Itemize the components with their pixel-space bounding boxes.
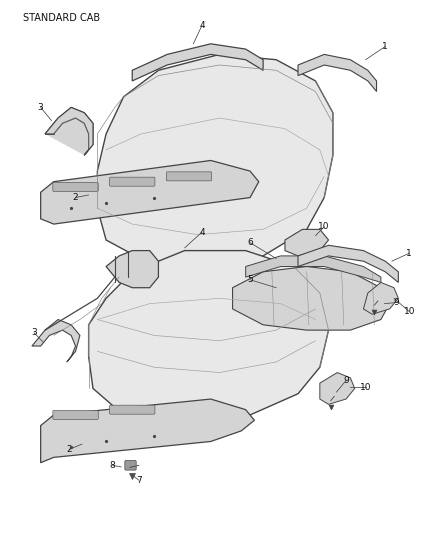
FancyBboxPatch shape bbox=[124, 461, 136, 470]
Text: 3: 3 bbox=[38, 103, 43, 112]
Text: 7: 7 bbox=[136, 475, 141, 484]
Text: STANDARD CAB: STANDARD CAB bbox=[23, 13, 100, 23]
Polygon shape bbox=[284, 229, 328, 256]
Polygon shape bbox=[41, 160, 258, 224]
Polygon shape bbox=[232, 266, 389, 330]
Polygon shape bbox=[106, 251, 158, 288]
Text: 4: 4 bbox=[199, 21, 205, 30]
Polygon shape bbox=[32, 319, 80, 362]
FancyBboxPatch shape bbox=[53, 182, 98, 191]
Text: 6: 6 bbox=[247, 238, 252, 247]
Text: 4: 4 bbox=[199, 228, 205, 237]
Text: 9: 9 bbox=[343, 376, 348, 385]
Polygon shape bbox=[319, 373, 354, 405]
Text: 3: 3 bbox=[31, 328, 37, 337]
FancyBboxPatch shape bbox=[110, 177, 155, 186]
Polygon shape bbox=[97, 54, 332, 266]
Text: 1: 1 bbox=[381, 42, 387, 51]
Polygon shape bbox=[45, 108, 93, 155]
Polygon shape bbox=[297, 245, 397, 282]
Text: 2: 2 bbox=[73, 193, 78, 202]
Polygon shape bbox=[88, 251, 328, 425]
Text: 10: 10 bbox=[403, 307, 414, 316]
Polygon shape bbox=[363, 282, 397, 314]
Text: 9: 9 bbox=[392, 298, 398, 307]
Polygon shape bbox=[297, 54, 376, 92]
FancyBboxPatch shape bbox=[110, 405, 155, 414]
Polygon shape bbox=[132, 44, 262, 81]
Polygon shape bbox=[45, 108, 93, 155]
FancyBboxPatch shape bbox=[166, 172, 211, 181]
Text: 2: 2 bbox=[66, 445, 72, 454]
Polygon shape bbox=[41, 399, 254, 463]
Text: 8: 8 bbox=[110, 461, 115, 470]
Text: 5: 5 bbox=[247, 275, 252, 284]
FancyBboxPatch shape bbox=[53, 410, 98, 419]
Polygon shape bbox=[245, 256, 380, 282]
Text: 10: 10 bbox=[318, 222, 329, 231]
Text: 10: 10 bbox=[359, 383, 371, 392]
Text: 1: 1 bbox=[406, 249, 411, 258]
